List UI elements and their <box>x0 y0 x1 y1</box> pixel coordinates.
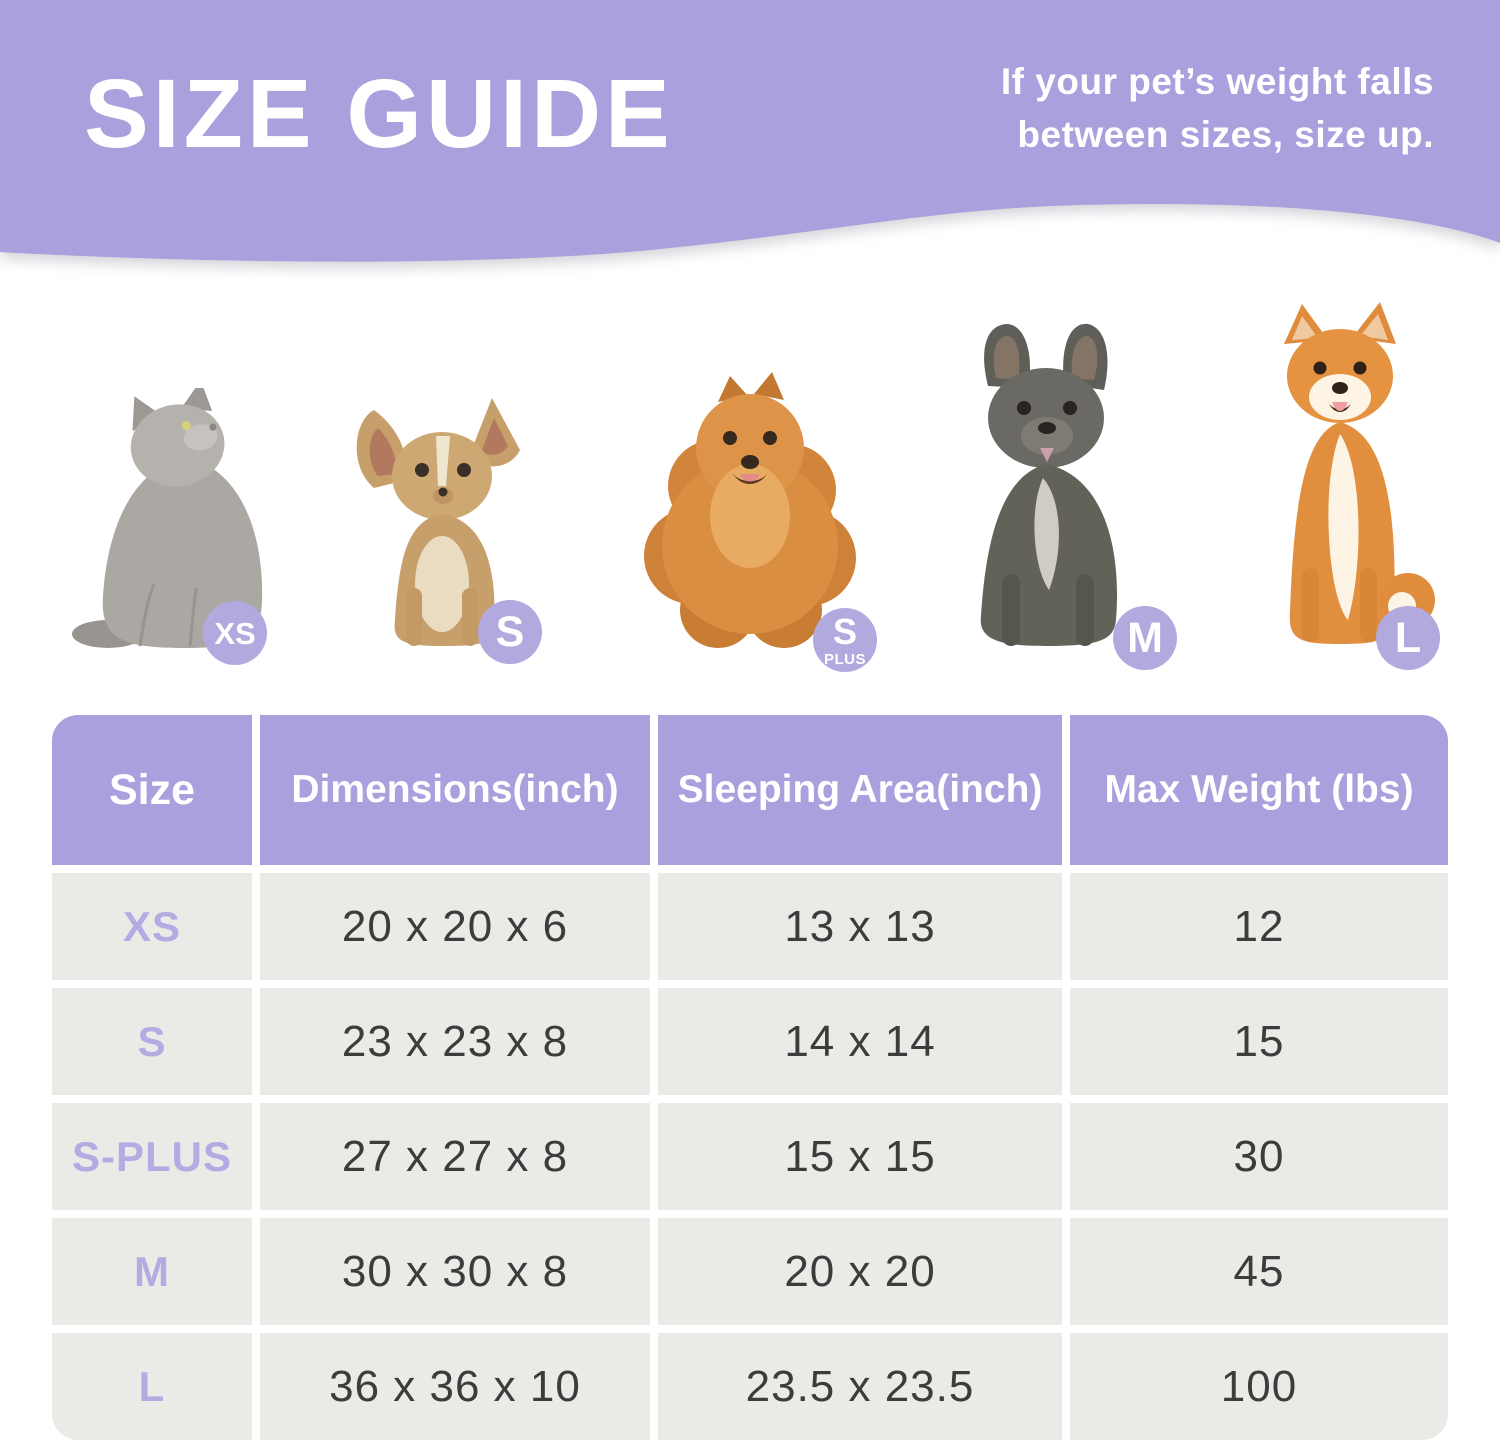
size-badge-xs: XS <box>203 601 267 665</box>
header-note-line1: If your pet’s weight falls <box>1000 61 1434 102</box>
size-badge-xs-label: XS <box>214 615 256 651</box>
french-bulldog-image <box>930 322 1165 650</box>
size-badge-s-plus-sub: PLUS <box>823 650 866 668</box>
pet-size-row: XS S S PLUS M L <box>0 0 1500 700</box>
row-xs-max-weight: 12 <box>1070 873 1448 980</box>
row-xs-size: XS <box>52 873 252 980</box>
column-header-max-weight: Max Weight (lbs) <box>1070 715 1448 865</box>
size-table: Size Dimensions(inch) Sleeping Area(inch… <box>52 715 1448 1440</box>
chihuahua-image <box>340 392 560 650</box>
size-badge-l: L <box>1376 606 1440 670</box>
row-splus-sleeping-area: 15 x 15 <box>658 1103 1062 1210</box>
cat-image <box>70 388 300 650</box>
column-header-size: Size <box>52 715 252 865</box>
header: SIZE GUIDE If your pet’s weight falls be… <box>0 0 1500 280</box>
row-l-sleeping-area: 23.5 x 23.5 <box>658 1333 1062 1440</box>
column-header-sleeping-area: Sleeping Area(inch) <box>658 715 1062 865</box>
row-s-sleeping-area: 14 x 14 <box>658 988 1062 1095</box>
row-m-size: M <box>52 1218 252 1325</box>
row-l-size: L <box>52 1333 252 1440</box>
row-splus-size: S-PLUS <box>52 1103 252 1210</box>
size-badge-l-label: L <box>1394 613 1422 662</box>
header-wave-background <box>0 0 1500 262</box>
header-note-line2: between sizes, size up. <box>1017 113 1434 155</box>
size-badge-s-plus-main: S <box>832 610 857 652</box>
size-badge-s-label: S <box>495 607 525 656</box>
row-xs-dimensions: 20 x 20 x 6 <box>260 873 650 980</box>
row-splus-dimensions: 27 x 27 x 8 <box>260 1103 650 1210</box>
row-l-max-weight: 100 <box>1070 1333 1448 1440</box>
row-l-dimensions: 36 x 36 x 10 <box>260 1333 650 1440</box>
row-m-sleeping-area: 20 x 20 <box>658 1218 1062 1325</box>
size-badge-s-plus: S PLUS <box>813 608 877 672</box>
row-s-max-weight: 15 <box>1070 988 1448 1095</box>
column-header-dimensions: Dimensions(inch) <box>260 715 650 865</box>
row-xs-sleeping-area: 13 x 13 <box>658 873 1062 980</box>
row-m-max-weight: 45 <box>1070 1218 1448 1325</box>
size-badge-m-label: M <box>1127 613 1163 662</box>
row-splus-max-weight: 30 <box>1070 1103 1448 1210</box>
row-s-dimensions: 23 x 23 x 8 <box>260 988 650 1095</box>
row-m-dimensions: 30 x 30 x 8 <box>260 1218 650 1325</box>
header-note: If your pet’s weight falls between sizes… <box>1001 56 1434 161</box>
size-badge-m: M <box>1113 606 1177 670</box>
page-title: SIZE GUIDE <box>84 59 674 168</box>
row-s-size: S <box>52 988 252 1095</box>
shiba-inu-image <box>1232 300 1447 650</box>
size-badge-s: S <box>478 600 542 664</box>
pomeranian-image <box>622 366 878 650</box>
